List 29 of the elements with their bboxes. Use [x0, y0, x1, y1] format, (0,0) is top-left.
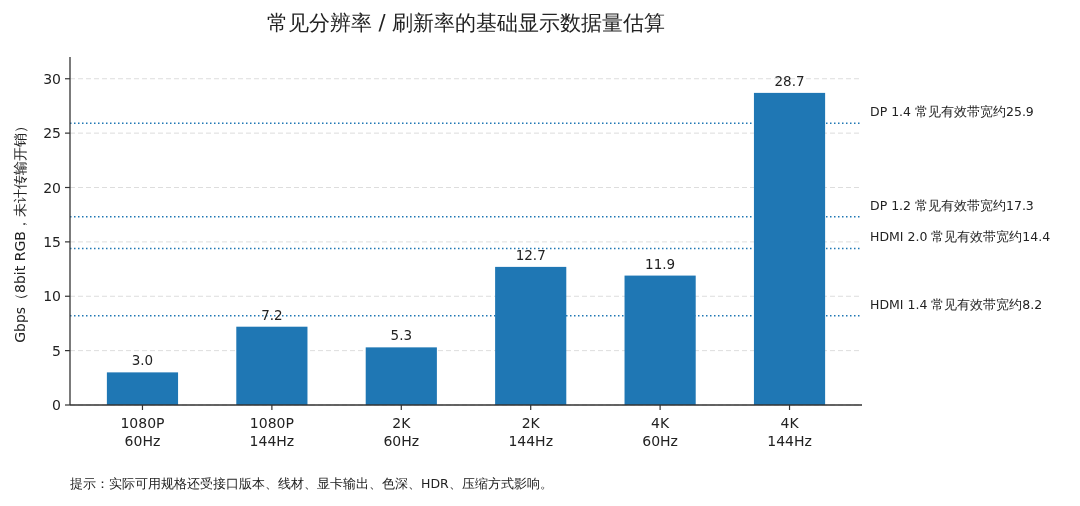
ref-line-label: HDMI 2.0 常见有效带宽约14.4 — [870, 229, 1051, 245]
y-tick-label: 25 — [43, 125, 61, 142]
data-label: 28.7 — [774, 72, 805, 89]
ref-line-label: HDMI 1.4 常见有效带宽约8.2 — [870, 296, 1043, 312]
data-label: 3.0 — [131, 352, 154, 369]
x-tick-label: 4K 144Hz — [767, 415, 812, 449]
x-tick-label: 2K 60Hz — [383, 415, 420, 449]
y-tick-label: 0 — [52, 397, 61, 413]
text: 提示：实际可用规格还受接口版本、线材、显卡输出、色深、HDR、压缩方式影响。 — [70, 476, 553, 491]
data-label: 7.2 — [261, 306, 283, 323]
y-tick-label: 20 — [43, 179, 61, 196]
x-tick-label: 1080P 144Hz — [249, 415, 295, 449]
y-tick-label: 15 — [43, 233, 61, 250]
data-label: 11.9 — [645, 255, 676, 272]
y-tick-label: 10 — [43, 288, 61, 305]
data-label: 5.3 — [390, 327, 413, 344]
bar — [106, 372, 179, 405]
y-tick-label: 30 — [43, 70, 61, 87]
chart-title: 常见分辨率 / 刷新率的基础显示数据量估算 — [266, 11, 666, 35]
y-tick-label: 5 — [52, 342, 61, 359]
ref-line-label: DP 1.4 常见有效带宽约25.9 — [870, 104, 1034, 120]
data-label: 12.7 — [515, 246, 546, 263]
x-tick-label: 2K 144Hz — [508, 415, 554, 449]
bar — [236, 326, 308, 405]
y-axis-title: Gbps（8bit RGB，未计传输开销） — [12, 119, 28, 343]
x-tick-label: 4K 60Hz — [642, 415, 678, 449]
x-tick-label: 1080P 60Hz — [120, 415, 165, 449]
bar — [365, 347, 437, 405]
ref-line-label: DP 1.2 常见有效带宽约17.3 — [870, 197, 1034, 213]
